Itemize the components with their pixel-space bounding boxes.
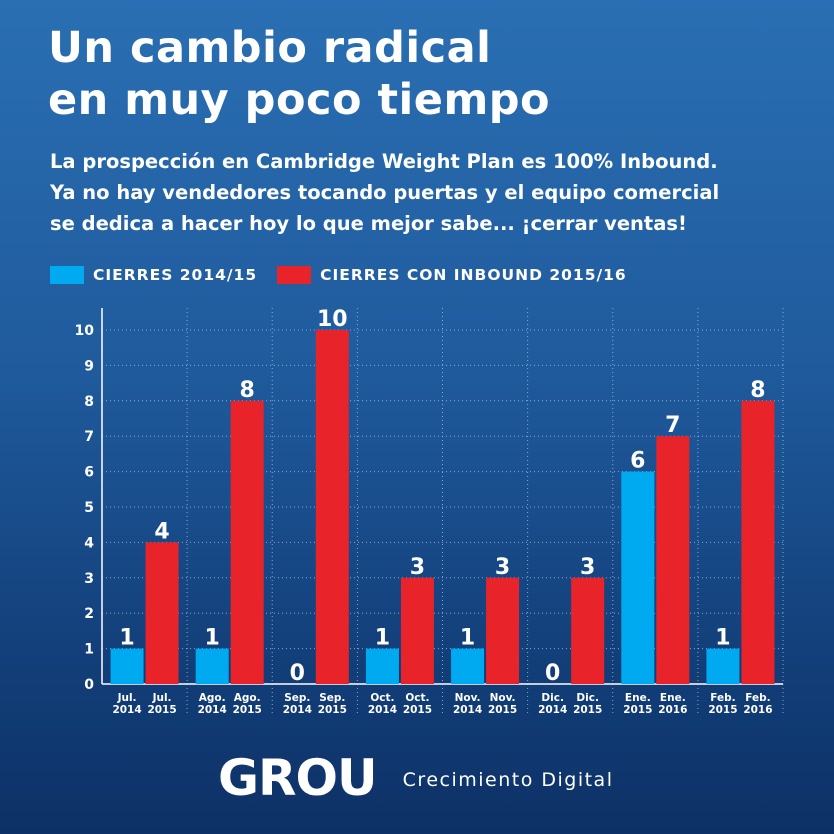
bar-value-label: 7 — [665, 413, 680, 438]
y-tick-label: 9 — [84, 358, 94, 374]
x-category-label: Sep. — [319, 692, 345, 704]
bar-value-label: 3 — [495, 555, 510, 580]
x-category-year: 2015 — [708, 704, 737, 716]
bar-blue — [110, 648, 144, 684]
x-category-year: 2015 — [623, 704, 652, 716]
x-category-label: Feb. — [745, 692, 770, 704]
x-category-year: 2014 — [368, 704, 397, 716]
y-tick-label: 10 — [75, 323, 95, 339]
title-line-1: Un cambio radical — [48, 23, 492, 73]
y-tick-label: 0 — [84, 677, 94, 693]
bar-red — [145, 542, 179, 684]
bar-blue — [195, 648, 229, 684]
bar-value-label: 1 — [460, 626, 475, 651]
x-category-label: Jul. — [152, 692, 172, 704]
x-category-label: Feb. — [710, 692, 735, 704]
bar-red — [741, 400, 775, 684]
x-category-label: Dic. — [541, 692, 564, 704]
x-category-year: 2014 — [112, 704, 141, 716]
chart-legend: CIERRES 2014/15 CIERRES CON INBOUND 2015… — [50, 262, 647, 288]
bar-value-label: 1 — [715, 626, 730, 651]
bar-red — [571, 577, 605, 684]
bar-value-label: 0 — [290, 661, 305, 686]
x-category-year: 2015 — [403, 704, 432, 716]
title-line-2: en muy poco tiempo — [48, 75, 551, 125]
x-category-year: 2015 — [488, 704, 517, 716]
legend-label-inbound: CIERRES CON INBOUND 2015/16 — [320, 266, 627, 284]
logo-wordmark: GROU — [218, 749, 378, 807]
bar-blue — [706, 648, 740, 684]
bar-blue — [451, 648, 485, 684]
y-tick-label: 4 — [84, 535, 94, 551]
x-category-label: Sep. — [284, 692, 310, 704]
bar-red — [400, 577, 434, 684]
bar-value-label: 10 — [317, 307, 348, 332]
x-category-year: 2015 — [147, 704, 176, 716]
bar-value-label: 3 — [410, 555, 425, 580]
y-tick-label: 6 — [84, 465, 94, 481]
page-title: Un cambio radical en muy poco tiempo — [48, 22, 808, 126]
x-category-year: 2014 — [538, 704, 567, 716]
subtitle-line-3: se dedica a hacer hoy lo que mejor sabe.… — [50, 212, 687, 235]
bar-blue — [621, 471, 655, 684]
x-category-label: Ene. — [625, 692, 651, 704]
legend-swatch-red — [277, 266, 312, 284]
bar-value-label: 1 — [119, 626, 134, 651]
x-category-year: 2016 — [743, 704, 772, 716]
x-category-label: Oct. — [370, 692, 394, 704]
x-category-year: 2016 — [658, 704, 687, 716]
legend-swatch-blue — [50, 266, 84, 284]
x-category-label: Nov. — [455, 692, 481, 704]
y-tick-label: 8 — [84, 394, 94, 410]
x-category-label: Jul. — [117, 692, 137, 704]
x-category-label: Ago. — [199, 692, 226, 704]
bar-red — [315, 330, 349, 684]
x-category-year: 2015 — [318, 704, 347, 716]
bar-value-label: 8 — [240, 378, 255, 403]
y-tick-label: 3 — [84, 571, 94, 587]
x-category-label: Nov. — [490, 692, 516, 704]
y-tick-label: 7 — [84, 429, 94, 445]
y-tick-label: 5 — [84, 500, 94, 516]
bar-red — [486, 577, 520, 684]
x-category-year: 2015 — [233, 704, 262, 716]
bar-value-label: 1 — [375, 626, 390, 651]
bar-value-label: 8 — [750, 378, 765, 403]
bar-value-label: 1 — [205, 626, 220, 651]
brand-logo: GROU Crecimiento Digital — [218, 748, 613, 808]
subtitle: La prospección en Cambridge Weight Plan … — [50, 146, 820, 239]
y-tick-label: 1 — [84, 642, 94, 658]
x-category-label: Dic. — [576, 692, 599, 704]
x-category-label: Ago. — [234, 692, 261, 704]
y-tick-label: 2 — [84, 606, 94, 622]
logo-tagline: Crecimiento Digital — [402, 769, 614, 791]
bar-value-label: 0 — [545, 661, 560, 686]
x-category-year: 2014 — [198, 704, 227, 716]
subtitle-line-2: Ya no hay vendedores tocando puertas y e… — [50, 181, 720, 204]
bar-red — [230, 400, 264, 684]
x-category-year: 2014 — [283, 704, 312, 716]
x-category-label: Oct. — [405, 692, 429, 704]
x-category-label: Ene. — [660, 692, 686, 704]
legend-item-inbound: CIERRES CON INBOUND 2015/16 — [277, 266, 627, 284]
legend-label-2014-15: CIERRES 2014/15 — [93, 266, 258, 284]
x-category-year: 2015 — [573, 704, 602, 716]
x-category-year: 2014 — [453, 704, 482, 716]
bar-value-label: 3 — [580, 555, 595, 580]
bar-red — [656, 436, 690, 684]
bar-value-label: 6 — [630, 449, 645, 474]
bar-blue — [365, 648, 399, 684]
bar-value-label: 4 — [154, 519, 169, 544]
subtitle-line-1: La prospección en Cambridge Weight Plan … — [50, 150, 718, 173]
legend-item-2014-15: CIERRES 2014/15 — [50, 266, 257, 284]
